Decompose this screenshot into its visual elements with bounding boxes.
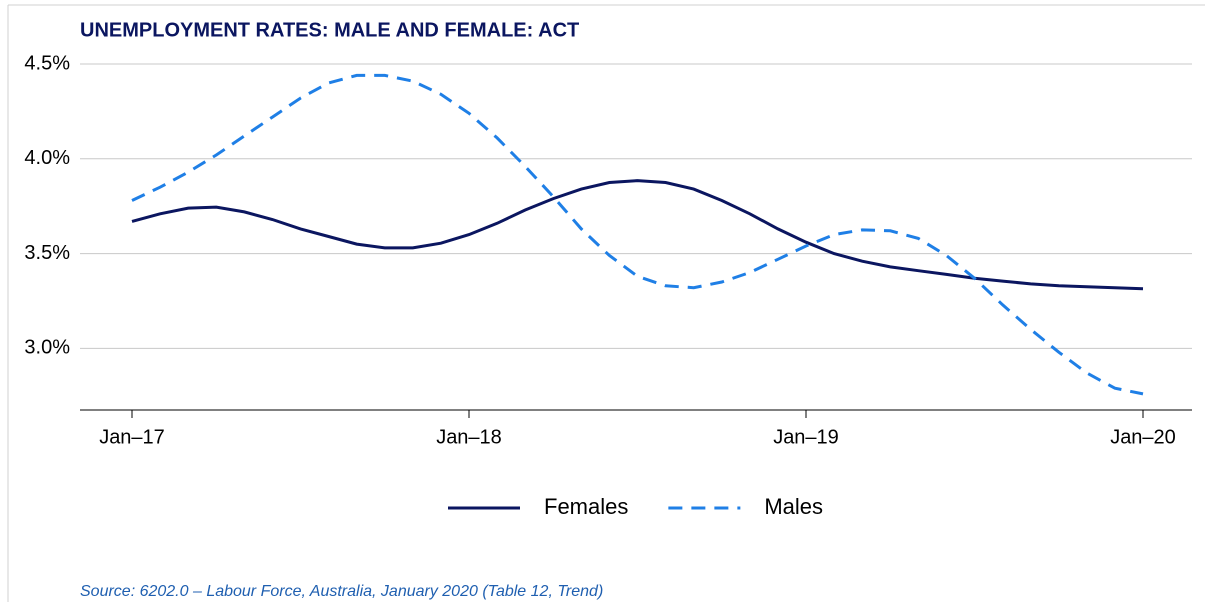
- x-tick-label: Jan–20: [1110, 426, 1176, 448]
- legend-label: Females: [544, 494, 628, 519]
- x-tick-label: Jan–17: [99, 426, 165, 448]
- y-tick-label: 4.5%: [24, 52, 70, 74]
- legend-label: Males: [764, 494, 823, 519]
- x-tick-label: Jan–19: [773, 426, 839, 448]
- series-line: [131, 179, 1144, 291]
- x-tick-label: Jan–18: [436, 426, 502, 448]
- chart-title: UNEMPLOYMENT RATES: MALE AND FEMALE: ACT: [80, 19, 579, 41]
- y-tick-label: 3.0%: [24, 337, 70, 359]
- y-tick-label: 4.0%: [24, 147, 70, 169]
- series-line: [131, 73, 1144, 396]
- y-tick-label: 3.5%: [24, 242, 70, 264]
- source-note: Source: 6202.0 – Labour Force, Australia…: [80, 583, 603, 600]
